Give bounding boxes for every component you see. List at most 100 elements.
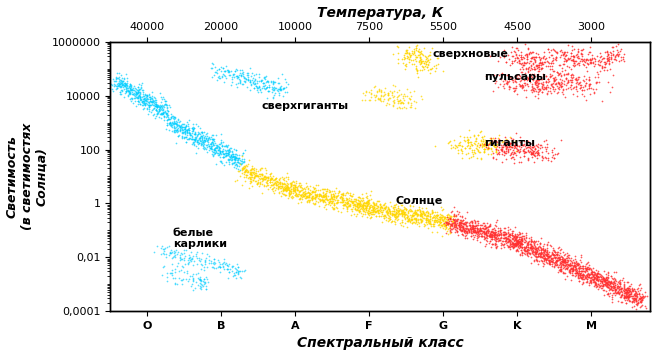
Point	[602, 53, 612, 58]
Point	[354, 199, 365, 204]
Point	[188, 276, 199, 281]
Point	[283, 81, 293, 87]
Point	[440, 215, 450, 221]
Point	[556, 262, 566, 268]
Point	[196, 134, 207, 139]
Point	[588, 279, 598, 285]
Point	[307, 194, 318, 199]
Point	[368, 206, 379, 212]
Point	[417, 51, 428, 57]
Point	[570, 266, 581, 272]
Point	[375, 209, 386, 214]
Point	[442, 214, 453, 220]
Point	[396, 100, 407, 106]
Point	[322, 196, 333, 201]
Point	[119, 80, 129, 85]
Point	[533, 88, 544, 94]
Point	[636, 295, 646, 301]
Point	[495, 148, 506, 153]
Point	[236, 72, 247, 78]
Point	[571, 269, 582, 275]
Point	[148, 99, 158, 105]
Point	[200, 257, 211, 263]
Point	[243, 175, 253, 180]
Point	[121, 85, 132, 91]
Point	[428, 221, 438, 227]
Point	[517, 241, 527, 247]
Point	[211, 67, 222, 73]
Point	[628, 288, 639, 294]
Point	[534, 253, 544, 259]
Point	[127, 96, 137, 101]
Point	[126, 83, 136, 88]
Point	[588, 273, 598, 279]
Point	[224, 157, 235, 162]
Point	[515, 77, 525, 83]
Point	[531, 245, 541, 250]
Point	[171, 247, 181, 253]
Point	[214, 152, 224, 158]
Point	[333, 199, 343, 204]
Point	[568, 85, 579, 90]
Point	[218, 263, 228, 269]
Point	[203, 143, 214, 149]
Point	[498, 232, 508, 238]
Point	[504, 244, 514, 250]
Point	[235, 70, 245, 76]
Point	[388, 51, 398, 57]
Point	[445, 216, 455, 222]
Point	[133, 98, 143, 104]
Point	[493, 230, 503, 236]
Point	[289, 183, 300, 189]
Point	[139, 93, 150, 99]
Point	[466, 224, 477, 230]
Point	[533, 86, 544, 91]
Point	[298, 193, 308, 198]
Point	[481, 140, 491, 146]
Point	[518, 83, 528, 89]
Point	[440, 221, 450, 227]
Point	[528, 249, 539, 255]
Point	[144, 104, 154, 109]
Point	[482, 226, 493, 232]
Point	[233, 80, 243, 86]
Point	[274, 190, 284, 196]
Point	[531, 248, 542, 254]
Point	[387, 212, 398, 218]
Point	[501, 59, 511, 65]
Point	[245, 178, 256, 183]
Point	[256, 190, 267, 195]
Point	[474, 234, 484, 239]
Point	[594, 283, 604, 288]
Point	[197, 139, 207, 145]
Point	[459, 137, 469, 143]
Point	[133, 92, 144, 98]
Point	[554, 266, 565, 272]
Point	[400, 209, 410, 215]
Point	[388, 202, 399, 208]
Point	[507, 144, 518, 150]
Point	[314, 197, 324, 202]
Point	[536, 252, 546, 257]
Point	[266, 89, 277, 95]
Point	[634, 297, 644, 302]
Point	[206, 258, 216, 264]
Point	[337, 199, 347, 205]
Point	[481, 231, 491, 236]
Point	[533, 91, 543, 97]
Point	[484, 234, 495, 239]
Point	[571, 260, 582, 266]
Point	[252, 173, 262, 178]
Point	[476, 134, 487, 140]
Point	[207, 139, 217, 145]
Point	[466, 229, 476, 235]
Point	[583, 260, 593, 265]
Point	[457, 223, 468, 229]
Point	[222, 147, 232, 152]
Point	[550, 258, 561, 264]
Point	[260, 85, 271, 90]
Point	[350, 206, 360, 211]
Point	[166, 115, 176, 121]
Point	[516, 237, 527, 242]
Point	[583, 61, 594, 67]
